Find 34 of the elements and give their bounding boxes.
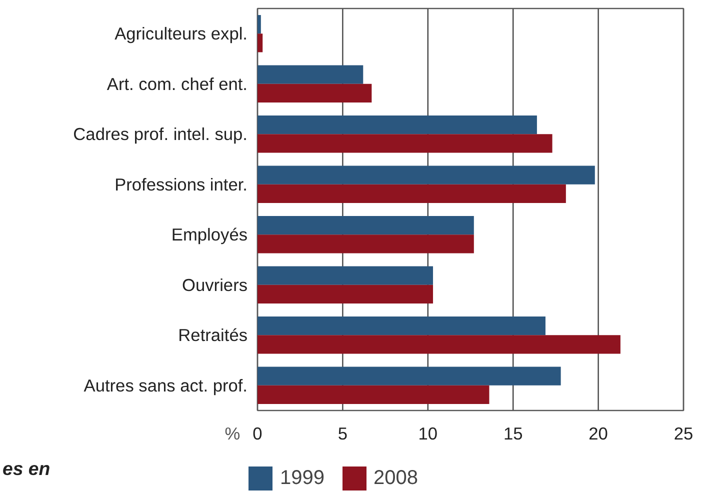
y-tick-label: Employés	[171, 224, 248, 245]
bar	[258, 316, 546, 336]
legend-label: 1999	[280, 466, 324, 490]
x-tick-label: 20	[588, 424, 608, 444]
bar	[258, 116, 537, 134]
x-tick-label: 10	[418, 424, 438, 444]
x-tick-label: 0	[252, 424, 262, 444]
text: es en	[2, 458, 50, 479]
legend-label: 2008	[374, 466, 418, 490]
y-tick-label: Professions inter.	[114, 174, 248, 194]
bar	[258, 34, 263, 52]
bar	[258, 184, 566, 203]
x-tick-label: 25	[674, 424, 694, 444]
bar	[258, 134, 552, 153]
bar	[258, 216, 474, 235]
bar	[258, 385, 490, 404]
bar	[258, 335, 620, 354]
x-tick-label: 15	[503, 424, 523, 444]
y-tick-label: Agriculteurs expl.	[114, 24, 248, 44]
y-tick-label: Retraités	[178, 325, 248, 346]
bar	[258, 234, 474, 254]
x-axis-title: %	[224, 424, 240, 444]
bar	[258, 166, 595, 184]
bar	[258, 284, 434, 304]
bar	[258, 266, 434, 285]
bar	[258, 366, 561, 386]
bar	[258, 84, 372, 102]
y-tick-label: Cadres prof. intel. sup.	[73, 124, 248, 144]
x-tick-label: 5	[338, 424, 348, 444]
y-tick-label: Art. com. chef ent.	[106, 74, 248, 94]
y-tick-label: Autres sans act. prof.	[84, 375, 248, 396]
y-tick-label: Ouvriers	[182, 274, 248, 295]
bar	[258, 15, 261, 34]
bar	[258, 65, 364, 84]
